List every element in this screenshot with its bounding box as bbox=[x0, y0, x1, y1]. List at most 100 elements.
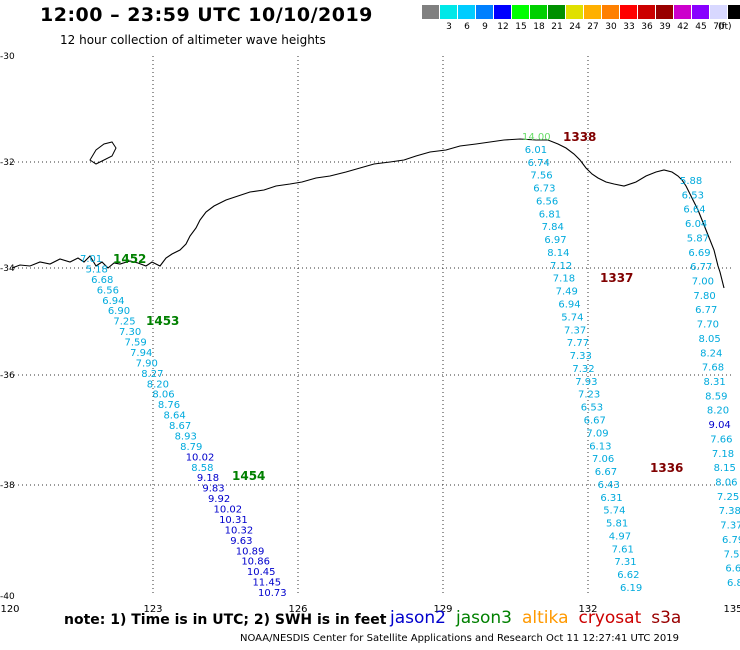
wave-height-value: 5.74 bbox=[603, 506, 625, 517]
wave-height-value: 9.04 bbox=[709, 420, 731, 431]
wave-height-value: 8.14 bbox=[547, 248, 569, 259]
lat-label: -30 bbox=[0, 52, 15, 62]
wave-height-value: 7.49 bbox=[556, 287, 578, 298]
wave-height-value: 6.90 bbox=[108, 306, 130, 317]
wave-height-value: 14.00 bbox=[522, 132, 551, 143]
wave-height-value: 7.77 bbox=[567, 338, 589, 349]
wave-height-value: 7.38 bbox=[719, 506, 740, 517]
wave-height-value: 10.31 bbox=[219, 515, 248, 526]
pass-label: 1454 bbox=[232, 469, 265, 483]
wave-height-value: 8.27 bbox=[141, 369, 163, 380]
wave-height-value: 6.74 bbox=[528, 158, 550, 169]
wave-height-value: 6.73 bbox=[533, 184, 555, 195]
legend-jason3: jason3 bbox=[456, 608, 512, 628]
wave-height-value: 8.15 bbox=[714, 463, 736, 474]
pass-label: 1338 bbox=[563, 130, 596, 144]
wave-height-value: 9.83 bbox=[202, 484, 224, 495]
color-scale-label: 3 bbox=[446, 22, 452, 32]
wave-height-value: 6.64 bbox=[683, 205, 705, 216]
wave-height-value: 5.81 bbox=[606, 519, 628, 530]
wave-height-value: 6.94 bbox=[102, 296, 124, 307]
legend-altika: altika bbox=[522, 608, 569, 628]
wave-height-value: 9.92 bbox=[208, 494, 230, 505]
color-scale-label: 9 bbox=[482, 22, 488, 32]
color-scale-label: 36 bbox=[641, 22, 653, 32]
wave-height-value: 6.56 bbox=[536, 196, 558, 207]
wave-height-value: 8.93 bbox=[175, 431, 197, 442]
color-scale-unit: (ft) bbox=[718, 22, 732, 32]
pass-label: 1336 bbox=[650, 461, 683, 475]
lat-label: -34 bbox=[0, 264, 15, 274]
pass-label: 1452 bbox=[113, 252, 146, 266]
wave-height-value: 6.77 bbox=[695, 305, 717, 316]
wave-height-value: 6.94 bbox=[558, 300, 580, 311]
wave-height-value: 7.37 bbox=[720, 521, 740, 532]
color-swatch bbox=[476, 5, 494, 19]
color-swatch bbox=[674, 5, 692, 19]
lon-label: 132 bbox=[578, 604, 597, 615]
wave-height-value: 7.18 bbox=[553, 274, 575, 285]
color-swatch bbox=[656, 5, 674, 19]
lat-label: -32 bbox=[0, 158, 15, 168]
wave-height-value: 8.67 bbox=[169, 421, 191, 432]
pass-label: 1337 bbox=[600, 271, 633, 285]
wave-height-value: 7.18 bbox=[712, 449, 734, 460]
coastline bbox=[11, 138, 725, 289]
wave-height-value: 7.59 bbox=[125, 338, 147, 349]
color-swatch bbox=[566, 5, 584, 19]
wave-height-value: 10.32 bbox=[225, 525, 254, 536]
lat-lon-grid bbox=[10, 56, 733, 596]
wave-height-value: 8.06 bbox=[152, 390, 174, 401]
wave-height-value: 7.37 bbox=[564, 325, 586, 336]
wave-height-value: 7.12 bbox=[550, 261, 572, 272]
wave-height-value: 7.06 bbox=[592, 454, 614, 465]
legend-cryosat: cryosat bbox=[578, 608, 642, 628]
credit-text: NOAA/NESDIS Center for Satellite Applica… bbox=[240, 633, 679, 644]
lat-label: -38 bbox=[0, 481, 15, 491]
color-swatch bbox=[710, 5, 728, 19]
wave-height-value: 10.73 bbox=[258, 588, 287, 599]
wave-height-value: 6.68 bbox=[91, 275, 113, 286]
wave-height-value: 6.62 bbox=[617, 570, 639, 581]
wave-height-value: 7.23 bbox=[578, 390, 600, 401]
color-swatch bbox=[512, 5, 530, 19]
wave-height-value: 6.43 bbox=[598, 480, 620, 491]
wave-height-value: 7.30 bbox=[119, 327, 141, 338]
wave-height-value: 7.25 bbox=[113, 317, 135, 328]
wave-height-value: 8.79 bbox=[180, 442, 202, 453]
wave-height-value: 7.66 bbox=[710, 434, 732, 445]
wave-height-value: 6.97 bbox=[544, 235, 566, 246]
color-scale-label: 42 bbox=[677, 22, 689, 32]
wave-height-value: 7.01 bbox=[80, 254, 102, 265]
lon-label: 129 bbox=[433, 604, 452, 615]
wave-height-value: 10.02 bbox=[186, 452, 215, 463]
wave-height-value: 7.32 bbox=[572, 364, 594, 375]
wave-height-value: 8.76 bbox=[158, 400, 180, 411]
color-swatch bbox=[728, 5, 740, 19]
color-swatch bbox=[530, 5, 548, 19]
wave-height-value: 7.94 bbox=[130, 348, 152, 359]
wave-height-value: 9.18 bbox=[197, 473, 219, 484]
color-swatch bbox=[458, 5, 476, 19]
color-scale-bar bbox=[422, 5, 740, 19]
color-scale-label: 6 bbox=[464, 22, 470, 32]
wave-height-value: 6.31 bbox=[600, 493, 622, 504]
wave-height-value: 8.59 bbox=[705, 391, 727, 402]
wave-height-value: 6.77 bbox=[690, 262, 712, 273]
wave-height-value: 6.19 bbox=[620, 583, 642, 594]
color-scale-label: 27 bbox=[587, 22, 599, 32]
color-scale-label: 24 bbox=[569, 22, 581, 32]
lon-label: 126 bbox=[288, 604, 307, 615]
color-scale-label: 18 bbox=[533, 22, 545, 32]
color-scale-label: 21 bbox=[551, 22, 563, 32]
wave-height-value: 9.63 bbox=[230, 536, 252, 547]
wave-height-value: 7.68 bbox=[702, 363, 724, 374]
pass-label: 1453 bbox=[146, 314, 179, 328]
wave-height-value: 7.00 bbox=[692, 277, 714, 288]
pass-labels: 1452 1453 1454 1338 1337 1336 bbox=[113, 130, 683, 483]
wave-height-value: 5.87 bbox=[687, 233, 709, 244]
color-scale-labels: 3 6 9 12 15 18 21 24 27 30 33 36 39 42 45 70 bbox=[422, 22, 728, 32]
lon-label: 135 bbox=[723, 604, 740, 615]
color-scale-label: 70 bbox=[713, 22, 725, 32]
